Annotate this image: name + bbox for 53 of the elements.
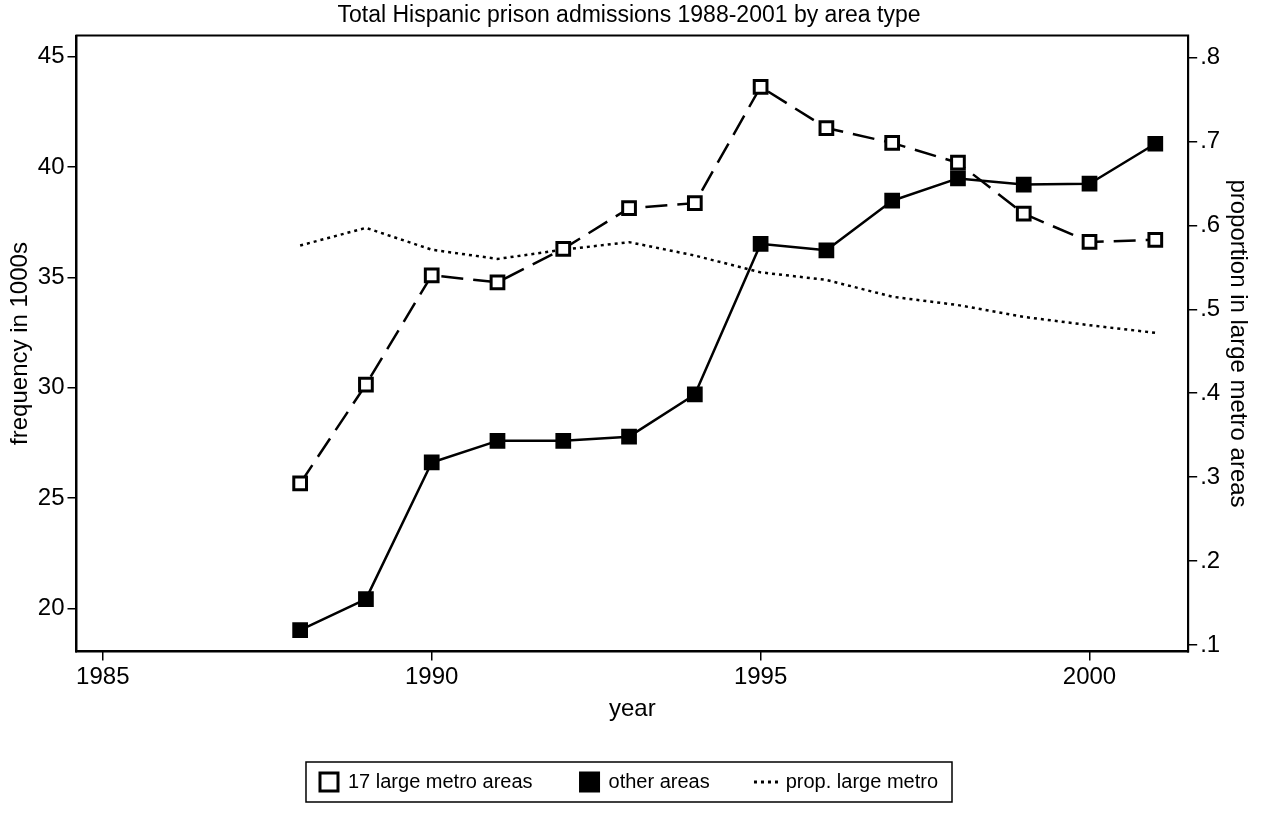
point: [555, 240, 572, 257]
point: [818, 120, 835, 136]
point: [621, 428, 637, 445]
y-tick-label: 25: [37, 482, 65, 510]
y-axis-title: frequency in 1000s: [5, 242, 33, 445]
legend-label: prop. large metro: [785, 769, 939, 792]
y-tick-label: 45: [37, 41, 65, 69]
point: [1081, 234, 1098, 250]
y2-tick-label: .5: [1200, 293, 1221, 321]
chart-title: Total Hispanic prison admissions 1988-2001 by area type: [337, 1, 921, 28]
y-tick-label: 35: [37, 261, 65, 289]
y2-tick-label: .2: [1200, 545, 1221, 573]
point: [950, 154, 966, 171]
point: [358, 591, 374, 607]
legend-label: 17 large metro areas: [348, 769, 533, 792]
point: [818, 242, 835, 259]
point: [292, 475, 309, 492]
point: [292, 622, 309, 639]
y2-tick-label: .7: [1200, 126, 1221, 154]
point: [752, 236, 769, 252]
point: [686, 195, 703, 211]
point: [489, 432, 506, 449]
point: [555, 432, 572, 449]
y2-tick-label: .4: [1200, 377, 1221, 405]
y2-tick-label: .1: [1200, 629, 1221, 657]
y2-axis-title: proportion in large metro areas: [1225, 179, 1253, 508]
y-tick-label: 30: [37, 372, 65, 400]
y2-tick-label: .6: [1200, 209, 1221, 237]
point: [489, 274, 506, 291]
point: [621, 200, 637, 217]
point: [686, 386, 703, 403]
y2-tick-label: .3: [1200, 461, 1221, 489]
y-tick-label: 20: [37, 592, 65, 620]
x-axis-title: year: [609, 694, 656, 722]
y2-tick-label: .8: [1200, 42, 1221, 70]
point: [950, 170, 966, 187]
x-tick-label: 1995: [733, 662, 788, 690]
point: [1015, 176, 1032, 193]
x-tick-label: 2000: [1062, 662, 1117, 690]
point: [1147, 135, 1164, 152]
point: [1081, 175, 1098, 192]
y-tick-label: 40: [37, 151, 65, 179]
x-tick-label: 1990: [405, 662, 459, 690]
legend-label: other areas: [608, 769, 710, 792]
point: [884, 135, 901, 151]
point: [423, 267, 440, 284]
point: [1147, 231, 1164, 248]
point: [423, 454, 440, 471]
point: [884, 192, 901, 209]
point: [358, 376, 374, 393]
point: [752, 78, 769, 95]
point: [1015, 205, 1032, 222]
x-tick-label: 1985: [76, 662, 130, 690]
